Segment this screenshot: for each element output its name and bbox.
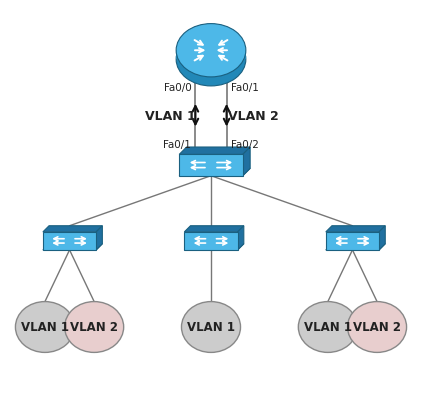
Polygon shape (43, 244, 103, 250)
Polygon shape (184, 244, 244, 250)
Polygon shape (326, 226, 385, 232)
Polygon shape (43, 226, 103, 232)
Ellipse shape (65, 302, 124, 353)
Polygon shape (184, 226, 244, 232)
Text: VLAN 2: VLAN 2 (353, 321, 401, 334)
Ellipse shape (176, 25, 246, 78)
Polygon shape (326, 232, 379, 250)
Ellipse shape (348, 302, 406, 353)
Ellipse shape (181, 302, 241, 353)
Polygon shape (179, 148, 250, 155)
Polygon shape (379, 226, 385, 250)
Polygon shape (238, 226, 244, 250)
Text: VLAN 2: VLAN 2 (70, 321, 118, 334)
Text: Fa0/1: Fa0/1 (163, 139, 191, 149)
Polygon shape (179, 155, 243, 176)
Text: Fa0/0: Fa0/0 (164, 83, 191, 92)
Polygon shape (176, 51, 246, 60)
Text: VLAN 2: VLAN 2 (228, 109, 279, 122)
Polygon shape (96, 226, 103, 250)
Polygon shape (43, 232, 96, 250)
Text: VLAN 1: VLAN 1 (21, 321, 69, 334)
Ellipse shape (298, 302, 357, 353)
Polygon shape (179, 169, 250, 176)
Text: Fa0/2: Fa0/2 (231, 139, 259, 149)
Polygon shape (243, 148, 250, 176)
Polygon shape (184, 232, 238, 250)
Text: VLAN 1: VLAN 1 (187, 321, 235, 334)
Text: VLAN 1: VLAN 1 (146, 109, 196, 122)
Text: VLAN 1: VLAN 1 (304, 321, 352, 334)
Polygon shape (326, 244, 385, 250)
Ellipse shape (176, 34, 246, 87)
Text: Fa0/1: Fa0/1 (231, 83, 259, 92)
Ellipse shape (16, 302, 74, 353)
